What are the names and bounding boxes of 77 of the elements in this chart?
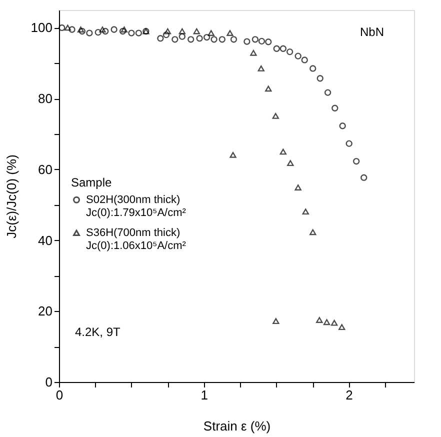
- point: [324, 89, 332, 96]
- point: [94, 28, 102, 36]
- point: [339, 122, 346, 130]
- annotation: NbN: [360, 25, 384, 39]
- point: [280, 148, 286, 155]
- point: [346, 140, 352, 147]
- point: [272, 112, 279, 119]
- point: [77, 26, 84, 32]
- point: [244, 38, 250, 45]
- y-tick-label: 0: [45, 374, 52, 390]
- point: [128, 30, 135, 36]
- point: [64, 24, 72, 31]
- point: [316, 317, 323, 323]
- point: [323, 319, 330, 326]
- point: [78, 28, 86, 35]
- point: [265, 38, 272, 46]
- point: [196, 35, 203, 42]
- annotation: 4.2K, 9T: [75, 325, 122, 339]
- point: [286, 48, 294, 56]
- point: [99, 26, 106, 32]
- y-tick-label: 80: [38, 91, 52, 106]
- point: [193, 28, 200, 34]
- point: [258, 65, 264, 72]
- point: [226, 30, 234, 36]
- point: [310, 229, 316, 236]
- point: [330, 320, 338, 326]
- point: [230, 152, 236, 158]
- x-tick-label: 0: [56, 388, 64, 402]
- point: [120, 26, 128, 32]
- point: [338, 324, 346, 330]
- point: [162, 31, 170, 38]
- point: [178, 28, 186, 34]
- point: [157, 35, 164, 42]
- point: [302, 208, 309, 215]
- point: [218, 36, 226, 43]
- y-tick-label: 60: [38, 162, 52, 177]
- point: [210, 36, 218, 43]
- y-tick-label: 40: [38, 232, 52, 248]
- point: [287, 160, 294, 166]
- point: [360, 174, 368, 181]
- point: [135, 30, 142, 36]
- point: [119, 28, 126, 35]
- point: [280, 45, 286, 52]
- y-tick-label: 100: [30, 20, 52, 36]
- point: [102, 28, 109, 35]
- point: [310, 65, 316, 72]
- point: [164, 28, 172, 34]
- legend-label: S02H(300nm thick) Jc(0):1.79x10⁵A/cm²: [86, 194, 186, 219]
- point: [68, 26, 76, 33]
- point: [178, 33, 186, 40]
- x-tick-label: 1: [200, 388, 208, 402]
- point: [58, 24, 66, 32]
- point: [110, 26, 118, 33]
- point: [252, 36, 259, 43]
- y-axis-title: Jc(ε)/Jc(0) (%): [4, 154, 19, 238]
- point: [272, 318, 280, 324]
- point: [294, 52, 302, 60]
- y-tick-label: 20: [38, 304, 52, 319]
- point: [230, 36, 238, 43]
- x-tick-label: 2: [346, 388, 353, 402]
- legend-label: S36H(700nm thick) Jc(0):1.06x10⁵A/cm²: [86, 226, 186, 252]
- point: [188, 36, 194, 43]
- point: [352, 158, 360, 165]
- point: [301, 56, 308, 64]
- point: [265, 86, 272, 92]
- point: [208, 30, 214, 36]
- point: [86, 30, 93, 36]
- point: [316, 75, 324, 82]
- point: [294, 184, 302, 190]
- point: [250, 50, 257, 56]
- point: [332, 104, 338, 112]
- point: [273, 45, 280, 52]
- point: [203, 34, 210, 41]
- point: [172, 36, 178, 43]
- point: [258, 38, 266, 45]
- x-axis-title: Strain ε (%): [203, 418, 271, 434]
- legend-title: Sample: [71, 175, 112, 190]
